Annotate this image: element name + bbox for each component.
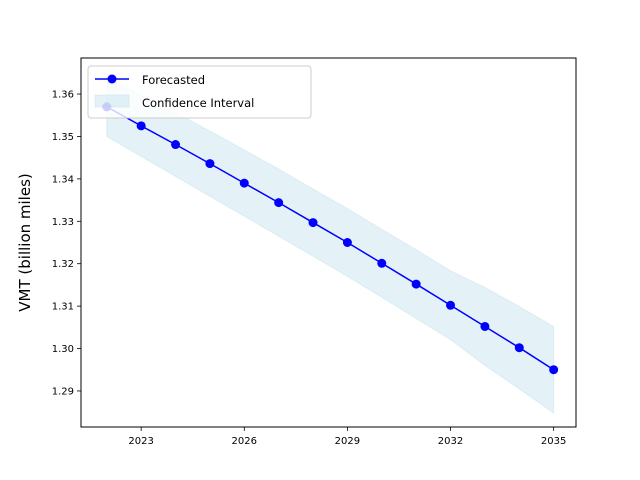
- y-tick-label: 1.31: [52, 302, 74, 313]
- legend-label-forecasted: Forecasted: [142, 73, 205, 87]
- legend-box: [87, 65, 312, 119]
- x-tick-label: 2029: [335, 436, 360, 447]
- data-point-2027: [274, 198, 284, 208]
- y-tick-label: 1.30: [52, 344, 74, 355]
- x-tick-label: 2026: [232, 436, 257, 447]
- plot-area: [102, 76, 559, 414]
- x-tick-label: 2023: [128, 436, 153, 447]
- x-axis: 2023 2026 2029 2032 2035: [128, 427, 566, 447]
- data-point-2024: [171, 140, 181, 150]
- data-point-2032: [446, 300, 456, 310]
- series-line-0: [106, 106, 555, 371]
- y-tick-label: 1.36: [52, 90, 74, 101]
- y-axis: 1.29 1.30 1.31 1.32 1.33 1.34 1.35 1.36: [52, 90, 81, 397]
- data-point-2030: [377, 258, 387, 268]
- y-axis-label: VMT (billion miles): [16, 173, 34, 311]
- data-point-2029: [342, 238, 352, 247]
- data-point-2025: [205, 159, 215, 169]
- data-point-2034: [514, 343, 524, 353]
- data-point-2028: [308, 218, 318, 228]
- confidence-interval-band: [106, 76, 555, 414]
- data-point-2023: [136, 121, 146, 131]
- x-tick-label: 2032: [438, 436, 463, 447]
- legend-marker-forecasted: [107, 74, 117, 84]
- y-tick-label: 1.33: [52, 217, 74, 228]
- x-tick-label: 2035: [541, 436, 566, 447]
- y-tick-label: 1.35: [52, 132, 74, 143]
- legend-swatch-confidence-interval: [94, 94, 130, 108]
- data-point-2035: [549, 365, 559, 375]
- legend-label-confidence-interval: Confidence Interval: [142, 96, 254, 110]
- data-point-2026: [239, 178, 249, 188]
- legend: Forecasted Confidence Interval: [87, 65, 312, 119]
- data-point-2031: [411, 279, 421, 289]
- data-point-2033: [480, 321, 490, 331]
- y-tick-label: 1.34: [52, 174, 74, 185]
- y-tick-label: 1.29: [52, 386, 74, 397]
- axes-frame: [80, 57, 577, 428]
- y-tick-label: 1.32: [52, 259, 74, 270]
